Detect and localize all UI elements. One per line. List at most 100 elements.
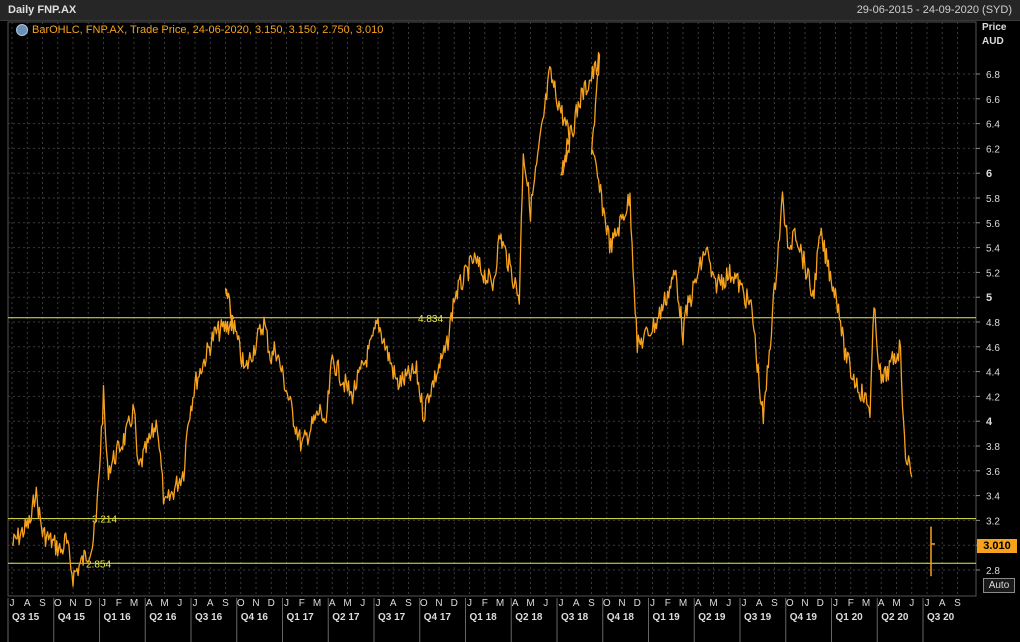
- x-month-label: M: [160, 598, 168, 609]
- x-month-label: N: [252, 598, 259, 609]
- x-month-label: A: [695, 598, 702, 609]
- x-quarter-label: Q1 19: [653, 612, 681, 623]
- price-axis-title: Price: [982, 22, 1007, 33]
- x-quarter-label: Q3 15: [12, 612, 40, 623]
- y-tick-label: 5.6: [986, 219, 1000, 230]
- x-month-label: J: [360, 598, 365, 609]
- x-quarter-label: Q1 17: [287, 612, 315, 623]
- y-tick-label: 3.8: [986, 442, 1000, 453]
- x-month-label: A: [146, 598, 153, 609]
- x-month-label: D: [268, 598, 275, 609]
- y-tick-label: 6.8: [986, 70, 1000, 81]
- legend-text: BarOHLC, FNP.AX, Trade Price, 24-06-2020…: [32, 24, 384, 36]
- y-tick-label: 5.8: [986, 194, 1000, 205]
- x-quarter-label: Q3 19: [744, 612, 772, 623]
- y-tick-label: 4.8: [986, 318, 1000, 329]
- x-month-label: A: [878, 598, 885, 609]
- x-quarter-label: Q1 16: [104, 612, 132, 623]
- x-month-label: J: [177, 598, 182, 609]
- x-quarter-label: Q3 17: [378, 612, 406, 623]
- y-tick-label: 6.4: [986, 120, 1000, 131]
- x-month-label: S: [588, 598, 595, 609]
- x-quarter-label: Q1 20: [836, 612, 864, 623]
- reference-line-label: 2.854: [86, 559, 111, 570]
- x-month-label: A: [329, 598, 336, 609]
- x-month-label: J: [650, 598, 655, 609]
- x-month-label: S: [39, 598, 46, 609]
- y-tick-label: 5.2: [986, 268, 1000, 279]
- x-month-label: J: [193, 598, 198, 609]
- x-month-label: O: [786, 598, 794, 609]
- x-quarter-label: Q4 17: [424, 612, 452, 623]
- x-month-label: F: [482, 598, 488, 609]
- x-month-label: D: [634, 598, 641, 609]
- x-month-label: A: [756, 598, 763, 609]
- x-month-label: O: [420, 598, 428, 609]
- x-month-label: J: [284, 598, 289, 609]
- x-month-label: J: [559, 598, 564, 609]
- reference-line-label: 3.214: [92, 515, 117, 526]
- plot-area: [7, 21, 977, 597]
- x-month-label: J: [467, 598, 472, 609]
- x-quarter-label: Q2 18: [515, 612, 543, 623]
- x-month-label: N: [801, 598, 808, 609]
- y-tick-label: 6.6: [986, 95, 1000, 106]
- y-tick-label: 5.4: [986, 244, 1000, 255]
- last-price-badge: 3.010: [977, 539, 1017, 553]
- y-tick-label: 4: [986, 416, 993, 428]
- x-month-label: F: [116, 598, 122, 609]
- auto-scale-button[interactable]: Auto: [983, 578, 1015, 593]
- x-month-label: D: [451, 598, 458, 609]
- y-tick-label: 4.6: [986, 343, 1000, 354]
- x-month-label: J: [909, 598, 914, 609]
- x-quarter-label: Q2 17: [332, 612, 360, 623]
- y-tick-label: 2.8: [986, 566, 1000, 577]
- x-month-label: S: [222, 598, 229, 609]
- x-month-label: F: [665, 598, 671, 609]
- y-tick-label: 4.4: [986, 368, 1000, 379]
- x-month-label: F: [299, 598, 305, 609]
- x-month-label: A: [939, 598, 946, 609]
- x-quarter-label: Q4 18: [607, 612, 635, 623]
- series-legend[interactable]: BarOHLC, FNP.AX, Trade Price, 24-06-2020…: [16, 22, 383, 38]
- chart-title: Daily FNP.AX: [8, 4, 77, 16]
- x-month-label: M: [709, 598, 717, 609]
- x-month-label: M: [130, 598, 138, 609]
- x-quarter-label: Q2 19: [698, 612, 726, 623]
- price-series: [11, 51, 913, 587]
- price-chart[interactable]: 2.833.23.43.63.844.24.44.64.855.25.45.65…: [0, 21, 1020, 642]
- x-month-label: F: [848, 598, 854, 609]
- y-tick-label: 3.4: [986, 492, 1000, 503]
- x-quarter-label: Q3 16: [195, 612, 223, 623]
- x-month-label: O: [54, 598, 62, 609]
- x-month-label: M: [313, 598, 321, 609]
- x-month-label: O: [603, 598, 611, 609]
- x-quarter-label: Q1 18: [470, 612, 498, 623]
- x-month-label: J: [543, 598, 548, 609]
- y-tick-label: 4.2: [986, 392, 1000, 403]
- x-month-label: A: [24, 598, 31, 609]
- x-month-label: M: [679, 598, 687, 609]
- x-month-label: A: [512, 598, 519, 609]
- x-quarter-label: Q2 16: [149, 612, 177, 623]
- x-month-label: O: [237, 598, 245, 609]
- x-month-label: J: [10, 598, 15, 609]
- x-month-label: M: [862, 598, 870, 609]
- info-icon[interactable]: [16, 24, 28, 36]
- y-tick-label: 3.6: [986, 467, 1000, 478]
- x-month-label: A: [573, 598, 580, 609]
- x-month-label: J: [925, 598, 930, 609]
- x-quarter-label: Q3 18: [561, 612, 589, 623]
- y-tick-label: 6.2: [986, 144, 1000, 155]
- x-quarter-label: Q4 16: [241, 612, 269, 623]
- x-month-label: J: [376, 598, 381, 609]
- x-month-label: M: [892, 598, 900, 609]
- x-quarter-label: Q4 15: [58, 612, 86, 623]
- currency-axis-title: AUD: [982, 36, 1004, 47]
- x-month-label: J: [742, 598, 747, 609]
- x-month-label: N: [69, 598, 76, 609]
- y-tick-label: 5: [986, 292, 992, 304]
- x-month-label: M: [496, 598, 504, 609]
- x-month-label: J: [833, 598, 838, 609]
- date-range: 29-06-2015 - 24-09-2020 (SYD): [856, 4, 1012, 16]
